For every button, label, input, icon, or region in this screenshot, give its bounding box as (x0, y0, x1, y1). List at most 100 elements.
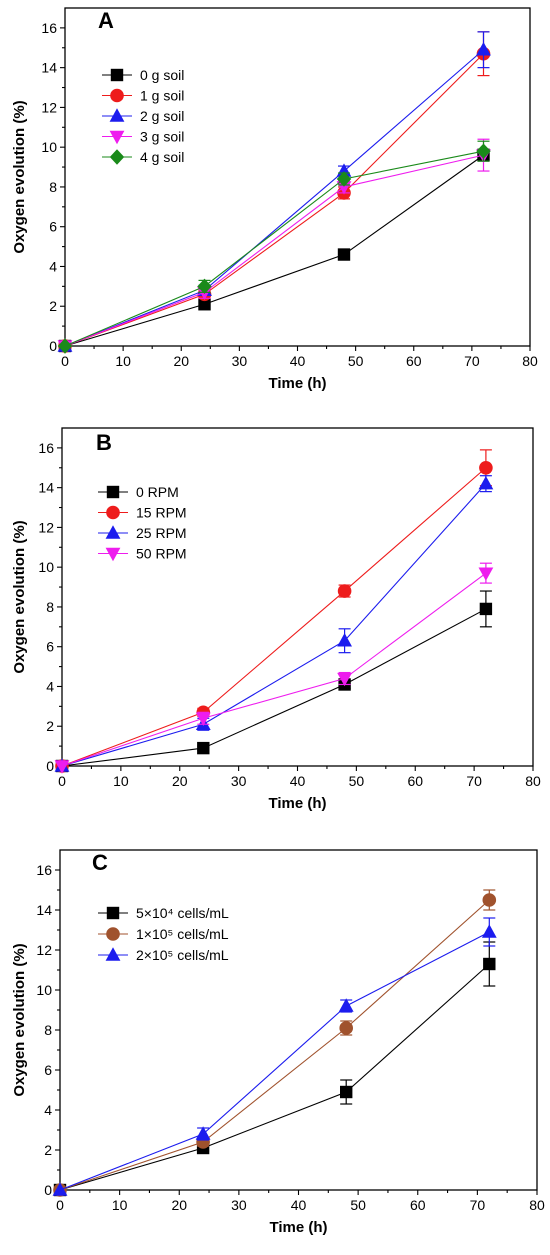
x-tick-label: 40 (290, 353, 306, 369)
data-point (52, 1182, 68, 1196)
x-tick-label: 80 (525, 773, 541, 789)
series-line (59, 931, 490, 1191)
data-point (337, 672, 352, 687)
data-point (482, 893, 497, 907)
data-point (336, 171, 352, 187)
x-tick-label: 10 (115, 353, 131, 369)
legend-marker (109, 149, 125, 165)
legend-marker (109, 130, 125, 145)
legend-entry: 0 g soil (102, 67, 184, 83)
series-line (64, 154, 484, 347)
series-line (64, 150, 484, 347)
y-tick-label: 16 (38, 440, 54, 456)
chart-panel-a: 0 10 20 30 40 50 60 70 80 0 2 4 6 8 10 12 14 16 Time (h) Ox… (11, 7, 538, 392)
x-tick-label: 40 (291, 1197, 307, 1213)
x-tick-label: 20 (172, 773, 188, 789)
data-point (337, 633, 352, 647)
legend-label: 5×10⁴ cells/mL (136, 905, 229, 921)
y-tick-label: 4 (44, 1102, 52, 1118)
x-tick-label: 50 (350, 1197, 366, 1213)
series-line (61, 467, 487, 767)
y-tick-label: 4 (46, 678, 54, 694)
x-tick-label: 70 (470, 1197, 486, 1213)
legend-label: 2×10⁵ cells/mL (136, 947, 229, 963)
legend-entry: 1 g soil (102, 88, 184, 104)
legend-entry: 15 RPM (98, 505, 187, 521)
data-point (479, 460, 493, 475)
y-tick-label: 8 (49, 179, 57, 195)
data-point (54, 760, 70, 774)
legend-marker (105, 547, 121, 562)
series-3 (54, 562, 494, 774)
legend-entry: 4 g soil (102, 149, 184, 165)
y-axis-label: Oxygen evolution (%) (11, 520, 28, 673)
legend-marker (106, 927, 120, 941)
series-0 (53, 941, 496, 1197)
x-tick-label: 70 (464, 353, 480, 369)
legend-label: 2 g soil (140, 108, 184, 124)
series-4 (57, 140, 491, 354)
legend-entry: 2 g soil (102, 108, 184, 124)
y-tick-label: 16 (41, 20, 57, 36)
y-tick-label: 2 (49, 298, 57, 314)
series-line (64, 53, 484, 347)
data-point (338, 998, 354, 1012)
series-0 (58, 148, 490, 353)
x-tick-label: 10 (113, 773, 129, 789)
y-tick-label: 6 (44, 1062, 52, 1078)
data-point (476, 42, 491, 56)
legend-entry: 1×10⁵ cells/mL (98, 926, 229, 942)
legend-marker (109, 108, 125, 122)
legend-label: 15 RPM (136, 505, 187, 521)
y-tick-label: 12 (36, 942, 52, 958)
plot-frame (64, 7, 531, 347)
x-tick-label: 10 (112, 1197, 128, 1213)
data-point (197, 741, 210, 755)
x-tick-label: 20 (171, 1197, 187, 1213)
x-tick-label: 0 (58, 773, 66, 789)
x-tick-label: 0 (61, 353, 69, 369)
data-point (479, 602, 493, 616)
x-tick-label: 50 (349, 773, 365, 789)
series-line (64, 154, 484, 347)
legend-entry: 50 RPM (98, 546, 187, 562)
data-point (483, 957, 496, 971)
y-tick-label: 0 (44, 1182, 52, 1198)
y-tick-label: 8 (44, 1022, 52, 1038)
panel-letter: C (92, 850, 108, 875)
series-2 (52, 917, 497, 1196)
series-2 (54, 475, 494, 772)
legend-label: 0 RPM (136, 484, 179, 500)
legend-label: 4 g soil (140, 149, 184, 165)
data-point (339, 1021, 354, 1035)
data-point (337, 584, 352, 598)
legend-marker (105, 947, 121, 961)
legend-marker (110, 88, 124, 103)
y-tick-label: 8 (46, 599, 54, 615)
legend-entry: 0 RPM (98, 484, 179, 500)
y-axis-label: Oxygen evolution (%) (11, 100, 28, 253)
legend-entry: 2×10⁵ cells/mL (98, 947, 229, 963)
chart-panel-c: 0 10 20 30 40 50 60 70 80 0 2 4 6 8 10 12 14 16 Time (h) Ox… (11, 849, 545, 1236)
legend-marker (106, 485, 120, 499)
series-line (59, 899, 490, 1191)
legend-entry: 5×10⁴ cells/mL (98, 905, 229, 921)
chart-panel-b: 0 10 20 30 40 50 60 70 80 0 2 4 6 8 10 12 14 16 Time (h) Ox… (11, 427, 541, 812)
y-tick-label: 14 (41, 60, 57, 76)
legend-marker (105, 525, 121, 539)
legend-label: 1 g soil (140, 88, 184, 104)
y-axis-label: Oxygen evolution (%) (11, 943, 28, 1096)
series-line (61, 572, 487, 767)
x-axis-label: Time (h) (268, 795, 326, 812)
legend-label: 25 RPM (136, 525, 187, 541)
y-tick-label: 14 (38, 480, 54, 496)
y-tick-label: 14 (36, 902, 52, 918)
y-tick-label: 0 (49, 338, 57, 354)
y-tick-label: 6 (49, 219, 57, 235)
x-tick-label: 30 (231, 773, 247, 789)
y-tick-label: 12 (38, 519, 54, 535)
x-tick-label: 80 (522, 353, 538, 369)
data-point (478, 567, 494, 581)
